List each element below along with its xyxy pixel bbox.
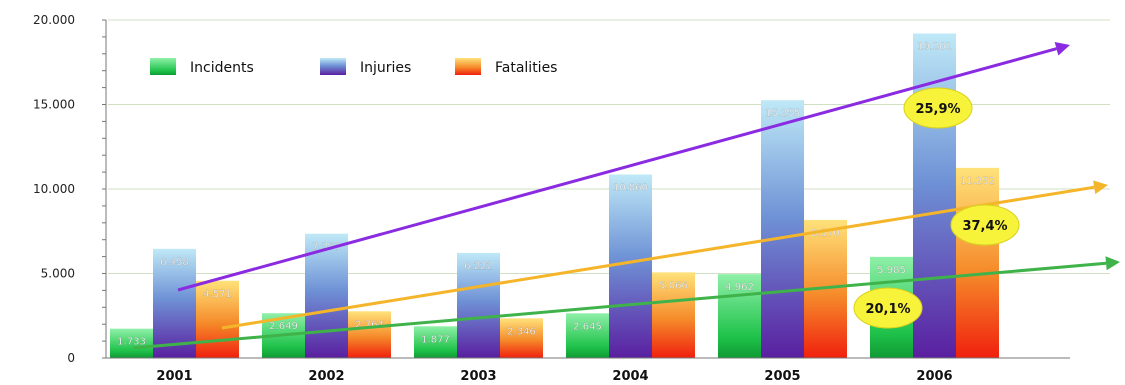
legend-swatch-injuries [320, 58, 346, 75]
data-label: 2.764 [355, 319, 384, 330]
legend-label-fatalities: Fatalities [495, 60, 557, 76]
legend-label-incidents: Incidents [190, 60, 254, 76]
trend-badge-label: 37,4% [962, 219, 1007, 234]
data-label: 1.877 [421, 334, 450, 345]
legend-swatch-incidents [150, 58, 176, 75]
data-label: 8.170 [811, 228, 840, 239]
data-label: 5.066 [659, 280, 688, 291]
trend-arrowhead-fatalities [1093, 180, 1108, 195]
trend-badge-fatalities [950, 204, 1020, 246]
trend-badge-label: 20,1% [865, 302, 910, 317]
trend-arrowhead-incidents [1105, 256, 1120, 271]
data-label: 7.357 [312, 242, 341, 253]
data-label: 1.733 [117, 337, 146, 348]
legend-swatch-fatalities [455, 58, 481, 75]
data-label: 10.860 [613, 182, 648, 193]
trend-badge-label: 25,9% [915, 102, 960, 117]
bar-incidents [718, 274, 761, 358]
trend-badge-injuries [903, 87, 973, 129]
trend-line-injuries [177, 47, 1057, 292]
bar-fatalities [652, 272, 695, 358]
bar-incidents [566, 313, 609, 358]
data-label: 2.645 [573, 321, 602, 332]
x-tick-label: 2003 [460, 369, 496, 384]
trend-arrowhead-injuries [1054, 41, 1070, 56]
data-label: 19.201 [917, 42, 952, 53]
data-label: 2.649 [269, 321, 298, 332]
y-tick-label: 10.000 [33, 182, 75, 196]
x-tick-label: 2005 [764, 369, 800, 384]
bar-fatalities [500, 318, 543, 358]
y-tick-label: 20.000 [33, 13, 75, 27]
y-tick-label: 0 [67, 351, 75, 365]
trend-line-incidents [132, 261, 1107, 350]
data-label: 4.571 [203, 289, 232, 300]
trend-badge-incidents [853, 287, 923, 329]
data-label: 11.252 [960, 176, 995, 187]
x-tick-label: 2001 [156, 369, 192, 384]
data-label: 4.962 [725, 282, 754, 293]
x-tick-label: 2004 [612, 369, 648, 384]
trend-line-fatalities [221, 185, 1095, 330]
bar-injuries [457, 252, 500, 358]
data-label: 6.222 [464, 261, 493, 272]
y-tick-label: 15.000 [33, 98, 75, 112]
bar-injuries [761, 100, 804, 359]
bar-fatalities [196, 280, 239, 358]
data-label: 5.985 [877, 265, 906, 276]
bar-fatalities [348, 311, 391, 358]
bar-incidents [110, 328, 153, 358]
data-label: 6.458 [160, 257, 189, 268]
bar-injuries [153, 248, 196, 358]
legend-label-injuries: Injuries [360, 60, 411, 76]
bar-fatalities [956, 167, 999, 358]
x-tick-label: 2002 [308, 369, 344, 384]
data-label: 15.255 [765, 108, 800, 119]
y-tick-label: 5.000 [41, 267, 75, 281]
bar-injuries [609, 174, 652, 358]
x-tick-label: 2006 [916, 369, 952, 384]
bar-incidents [414, 326, 457, 358]
data-label: 2.346 [507, 326, 536, 337]
